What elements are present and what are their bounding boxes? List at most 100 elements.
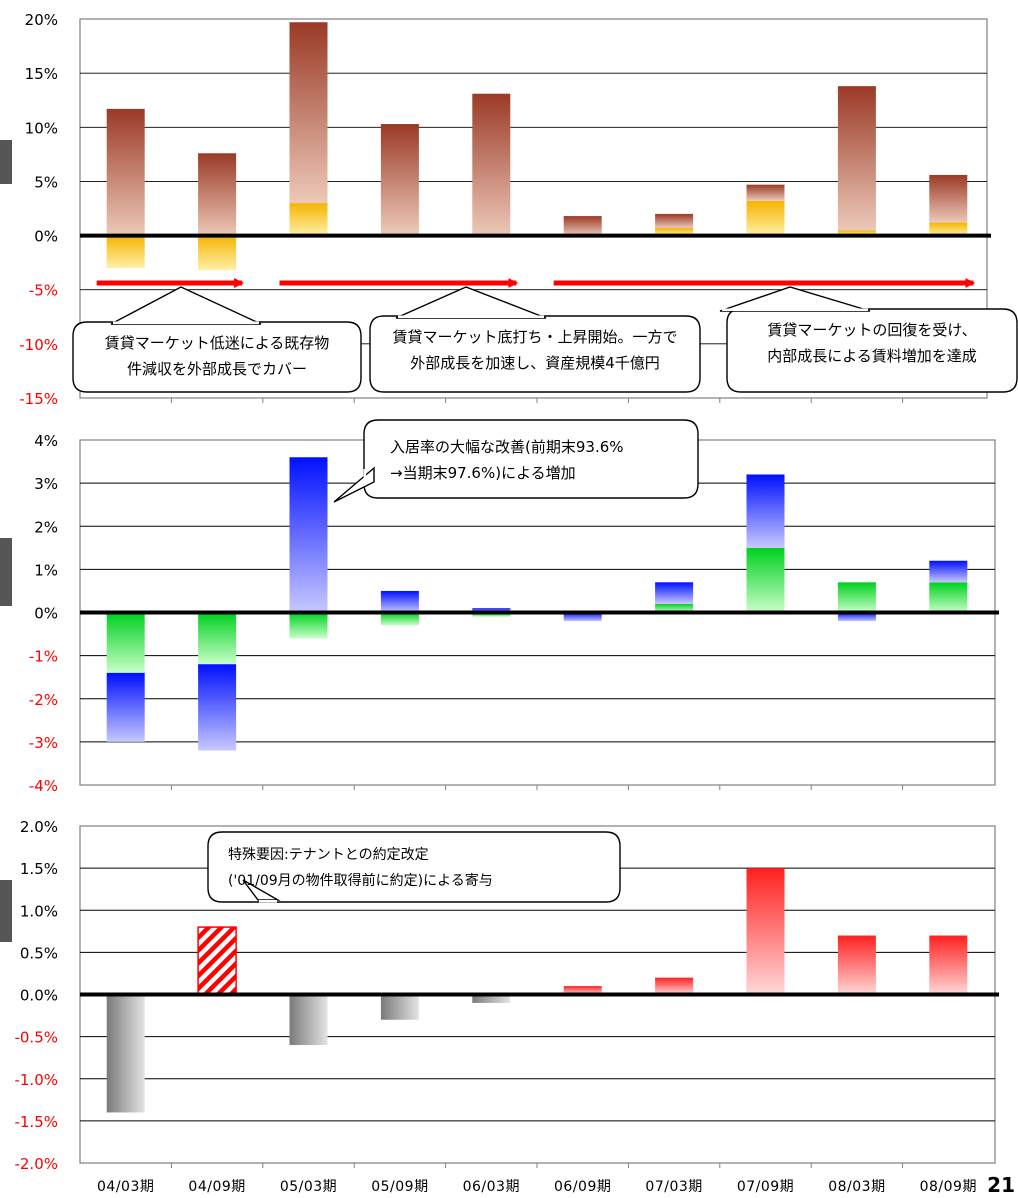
bar-2-8 [837,935,876,995]
x-tick-label-1: 04/09期 [188,1179,245,1195]
chart-occupancy-contribution: 4% 3% 2% 1% 0% -1% -2% -3% -4% 入居率の大幅な改善(前期末93.6%… [29,419,999,795]
y-tick-label: -5% [29,282,58,300]
phase-callout-2-body [726,308,1018,393]
phase-callout-0-line-0: 賃貸マーケット低迷による既存物 [105,334,330,352]
phase-callout-1-body [369,315,701,393]
x-tick-label-4: 06/03期 [463,1179,520,1195]
bar-2-5 [563,986,602,995]
bar-1-s0-3 [380,612,419,626]
x-axis-labels: 04/03期 04/09期 05/03期 05/09期 06/03期 06/09期 07/0… [97,1179,977,1195]
y-tick-label: 20% [25,11,58,29]
y-tick-label: 0.0% [20,987,58,1005]
y-tick-label: 1.5% [20,860,58,878]
phase-callout-1-line-1: 外部成長を加速し、資産規模4千億円 [410,354,660,372]
bar-0-s0-7 [746,200,785,236]
bar-0-s1-4 [472,93,511,236]
x-tick-label-8: 08/03期 [828,1179,885,1195]
bar-2-3 [380,994,419,1020]
y-tick-label: -1.0% [14,1071,58,1089]
bar-1-s0-2 [289,612,328,639]
y-tick-label: -4% [29,777,58,795]
x-tick-label-0: 04/03期 [97,1179,154,1195]
bar-2-4 [472,994,511,1003]
bar-1-s0-1 [198,612,237,665]
bar-1-s0-7 [746,547,785,613]
side-tab-1 [0,140,12,184]
bar-0-s1-7 [746,184,785,201]
bar-0-s1-1 [198,153,237,236]
y-tick-label: -1% [29,648,58,666]
bar-1-s0-9 [929,582,968,613]
x-tick-label-9: 08/09期 [920,1179,977,1195]
bar-2-7 [746,868,785,995]
callout-1-line-0: 入居率の大幅な改善(前期末93.6% [390,438,624,456]
y-tick-label: 2% [34,518,58,536]
bar-0-s0-2 [289,203,328,236]
bar-0-s1-3 [380,124,419,234]
chart-rent-change-total: 20% 15% 10% 5% 0% -5% -10% -15% 賃貸マーケット低迷による既存物件… [19,11,1018,408]
y-tick-label: 0% [34,228,58,246]
y-tick-label: 1.0% [20,902,58,920]
bar-2-1 [197,926,237,996]
y-tick-label: -15% [19,390,58,408]
bar-0-s1-0 [106,108,145,236]
side-tab-3 [0,880,12,942]
side-tab-2 [0,538,12,606]
bar-1-s1-5 [563,612,602,622]
page-number: 21 [987,1173,1015,1197]
x-tick-label-7: 07/09期 [737,1179,794,1195]
y-tick-label: 3% [34,475,58,493]
y-tick-label: -0.5% [14,1029,58,1047]
bar-0-s0-8 [837,230,876,236]
callout-2-body [207,831,621,903]
bar-1-s0-4 [472,612,511,617]
bar-2-0 [106,994,145,1113]
bar-0-s0-0 [106,235,145,269]
bar-0-s0-6 [655,227,694,236]
bar-0-s1-9 [929,174,968,223]
y-tick-label: -2.0% [14,1155,58,1173]
y-tick-label: -1.5% [14,1113,58,1131]
bar-1-s1-0 [106,672,145,742]
y-tick-label: -2% [29,691,58,709]
bar-0-s0-9 [929,222,968,236]
bar-1-s1-1 [198,664,237,751]
bar-1-s1-3 [380,590,419,613]
phase-callout-2-line-1: 内部成長による賃料増加を達成 [767,347,977,365]
x-tick-label-6: 07/03期 [645,1179,702,1195]
callout-2-line-1: ('01/09月の物件取得前に約定)による寄与 [228,872,493,889]
callout-1-line-1: →当期末97.6%)による増加 [390,464,576,482]
y-tick-label: -10% [19,336,58,354]
x-tick-label-3: 05/09期 [371,1179,428,1195]
bar-0-s1-5 [563,216,602,236]
phase-callout-2-line-0: 賃貸マーケットの回復を受け、 [767,321,976,339]
y-tick-label: 1% [34,561,58,579]
x-tick-label-2: 05/03期 [280,1179,337,1195]
y-tick-label: -3% [29,734,58,752]
bar-2-9 [929,935,968,995]
y-tick-label: 5% [34,173,58,191]
bar-1-s0-8 [837,582,876,613]
y-tick-label: 15% [25,65,58,83]
x-tick-label-5: 06/09期 [554,1179,611,1195]
y-tick-label: 2.0% [20,818,58,836]
chart-special-factor: 2.0% 1.5% 1.0% 0.5% 0.0% -0.5% -1.0% -1.5% -2.0%… [14,818,999,1173]
y-tick-label: 10% [25,119,58,137]
phase-callout-0-body [72,321,362,393]
y-tick-label: 4% [34,432,58,450]
phase-callout-1-line-0: 賃貸マーケット底打ち・上昇開始。一方で [392,328,677,346]
bar-0-s1-6 [655,213,694,228]
y-tick-label: 0% [34,605,58,623]
bar-2-2 [289,994,328,1046]
bar-1-s1-4 [472,608,511,613]
bar-0-s1-2 [289,22,328,204]
bar-2-6 [655,977,694,995]
callout-1-body [363,419,699,499]
bar-1-s0-6 [655,603,694,613]
bar-1-s1-9 [929,560,968,583]
bar-1-s1-7 [746,474,785,548]
bar-1-s0-0 [106,612,145,673]
bar-1-s1-8 [837,612,876,622]
y-tick-label: 0.5% [20,944,58,962]
